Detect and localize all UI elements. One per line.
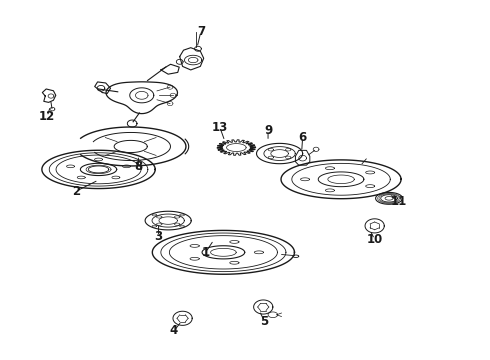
Text: 10: 10 bbox=[367, 233, 383, 246]
Text: 9: 9 bbox=[264, 124, 272, 137]
Text: 5: 5 bbox=[260, 315, 269, 328]
Text: 11: 11 bbox=[391, 195, 407, 208]
Text: 8: 8 bbox=[134, 160, 143, 173]
Text: 1: 1 bbox=[201, 246, 210, 259]
Text: 4: 4 bbox=[170, 324, 178, 337]
Text: 12: 12 bbox=[39, 110, 55, 123]
Text: 6: 6 bbox=[298, 131, 307, 144]
Text: 3: 3 bbox=[154, 230, 163, 243]
Text: 7: 7 bbox=[197, 25, 205, 38]
Text: 13: 13 bbox=[212, 121, 228, 134]
Text: 2: 2 bbox=[72, 185, 80, 198]
